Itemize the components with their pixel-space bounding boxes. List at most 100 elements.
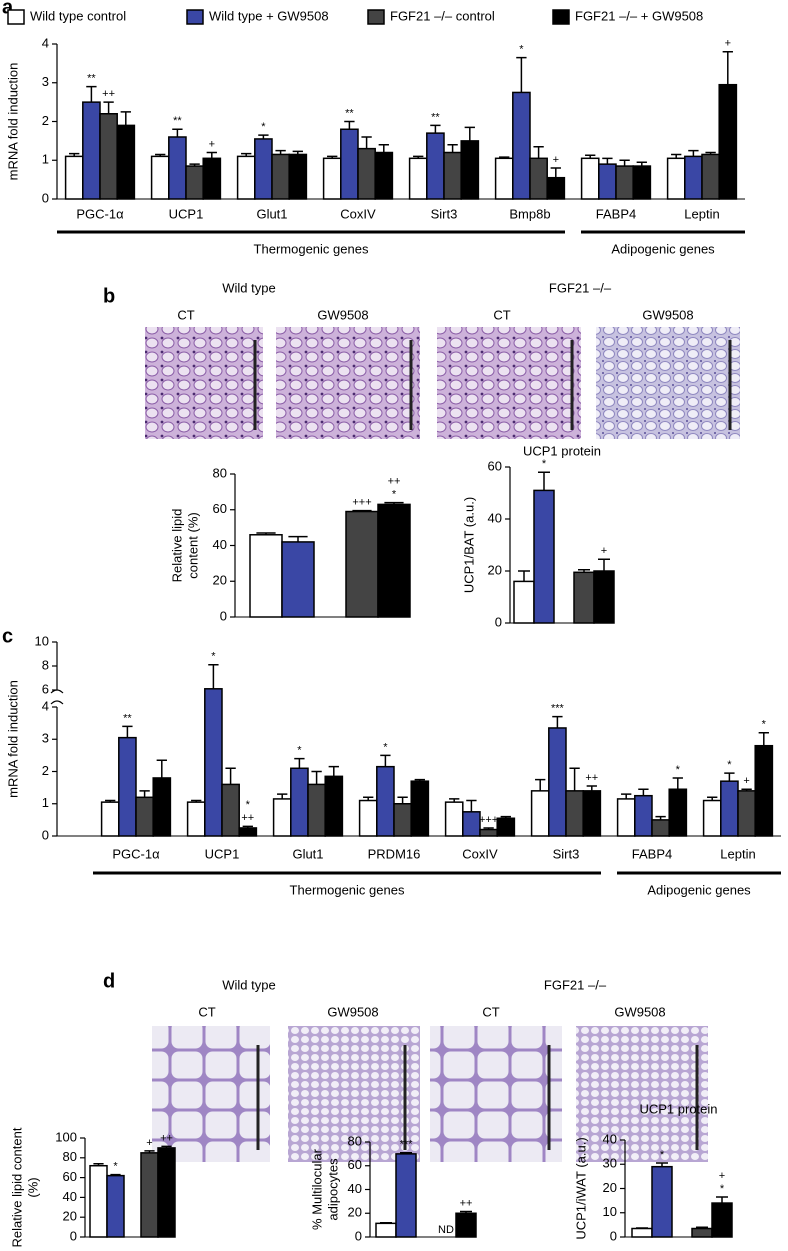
error-bar: [327, 155, 338, 159]
error-bar: [598, 558, 610, 571]
bar: [593, 570, 615, 624]
bar: [322, 157, 342, 200]
error-bar: [460, 1210, 472, 1214]
significance-label: *: [676, 764, 681, 776]
error-bar: [208, 664, 219, 689]
y-tick-label: 40: [603, 1131, 617, 1146]
error-bar: [724, 772, 735, 782]
bar: [565, 790, 584, 837]
significance-label: +: [209, 138, 215, 150]
bar: [582, 790, 602, 837]
error-bar: [258, 134, 269, 139]
error-bar: [93, 1162, 104, 1166]
significance-label: **: [123, 712, 132, 724]
error-bar: [120, 111, 131, 126]
error-bar: [722, 51, 733, 85]
histology-image: [437, 327, 581, 439]
x-tick-label: Glut1: [256, 206, 287, 221]
error-bar: [499, 156, 510, 159]
y-tick-label: 40: [213, 537, 227, 552]
histology-image: [576, 1026, 708, 1162]
x-tick-label: PGC-1α: [76, 206, 124, 221]
error-bar: [741, 788, 752, 791]
significance-label: ***: [400, 1139, 414, 1151]
image-label: GW9508: [327, 1004, 378, 1019]
bar: [410, 780, 430, 837]
significance-label: **: [345, 107, 354, 119]
significance-label: *: [392, 489, 397, 501]
error-bar: [552, 715, 563, 728]
error-bar: [225, 767, 236, 785]
significance-label: ++: [102, 88, 115, 100]
bar: [99, 113, 118, 200]
y-tick-label: 80: [63, 1149, 77, 1164]
bar: [529, 157, 548, 200]
error-bar: [311, 770, 322, 785]
error-bar: [655, 815, 666, 820]
significance-label: ***: [551, 703, 565, 715]
y-tick-label: 3: [42, 731, 49, 746]
significance-label: +: [601, 545, 607, 557]
error-bar: [241, 152, 252, 157]
significance-label: *: [113, 1161, 118, 1173]
error-bar: [400, 1151, 412, 1154]
legend-label: Wild type + GW9508: [209, 8, 329, 23]
bar: [375, 1222, 397, 1238]
error-bar: [363, 796, 374, 801]
error-bar: [483, 827, 494, 830]
y-tick-label: 80: [348, 1133, 362, 1148]
error-bar: [172, 128, 183, 137]
x-tick-label: PRDM16: [368, 846, 421, 861]
y-tick-label: 60: [488, 458, 502, 473]
significance-label: +: [725, 38, 731, 50]
y-tick-label: 60: [63, 1169, 77, 1184]
bar: [89, 1164, 108, 1238]
bar: [651, 819, 670, 837]
bar: [530, 790, 550, 837]
histology-image: [288, 1026, 420, 1162]
y-tick-label: 0: [610, 1228, 617, 1243]
y-tick-label: 6: [42, 681, 49, 696]
error-bar: [585, 154, 596, 159]
error-bar: [430, 124, 441, 134]
image-label: CT: [482, 1004, 499, 1019]
bar: [204, 688, 223, 837]
image-label: GW9508: [642, 307, 693, 322]
bar: [186, 801, 206, 837]
x-tick-label: Sirt3: [431, 206, 458, 221]
y-tick-label: 30: [603, 1156, 617, 1171]
error-bar: [155, 153, 166, 157]
bar: [573, 571, 595, 624]
x-tick-label: FABP4: [596, 206, 636, 221]
bar: [238, 827, 258, 837]
error-bar: [378, 144, 389, 153]
bar: [290, 767, 309, 837]
legend-swatch: [367, 9, 385, 25]
bar: [221, 783, 240, 837]
bar: [684, 155, 703, 200]
histology-image: [430, 1026, 562, 1162]
bar: [393, 803, 412, 837]
error-bar: [569, 767, 580, 791]
significance-label: **: [431, 111, 440, 123]
legend-label: FGF21 –/– control: [390, 8, 495, 23]
bar: [455, 1212, 477, 1238]
y-tick-label: 10: [35, 633, 49, 648]
histology-image: [596, 327, 740, 439]
bar: [533, 489, 555, 624]
error-bar: [413, 155, 424, 159]
significance-label: *: [720, 1183, 725, 1195]
error-bar: [103, 101, 114, 114]
legend-swatch: [186, 9, 204, 25]
bar: [345, 510, 379, 618]
significance-label: *: [261, 121, 266, 133]
bar: [135, 796, 154, 837]
error-bar: [161, 1145, 172, 1148]
bar: [496, 817, 516, 837]
significance-label: **: [87, 73, 96, 85]
error-bar: [242, 825, 253, 828]
y-axis-label: Relative lipid content: [9, 1127, 24, 1247]
significance-label: *: [762, 719, 767, 731]
bar: [580, 157, 600, 200]
error-bar: [602, 157, 613, 165]
